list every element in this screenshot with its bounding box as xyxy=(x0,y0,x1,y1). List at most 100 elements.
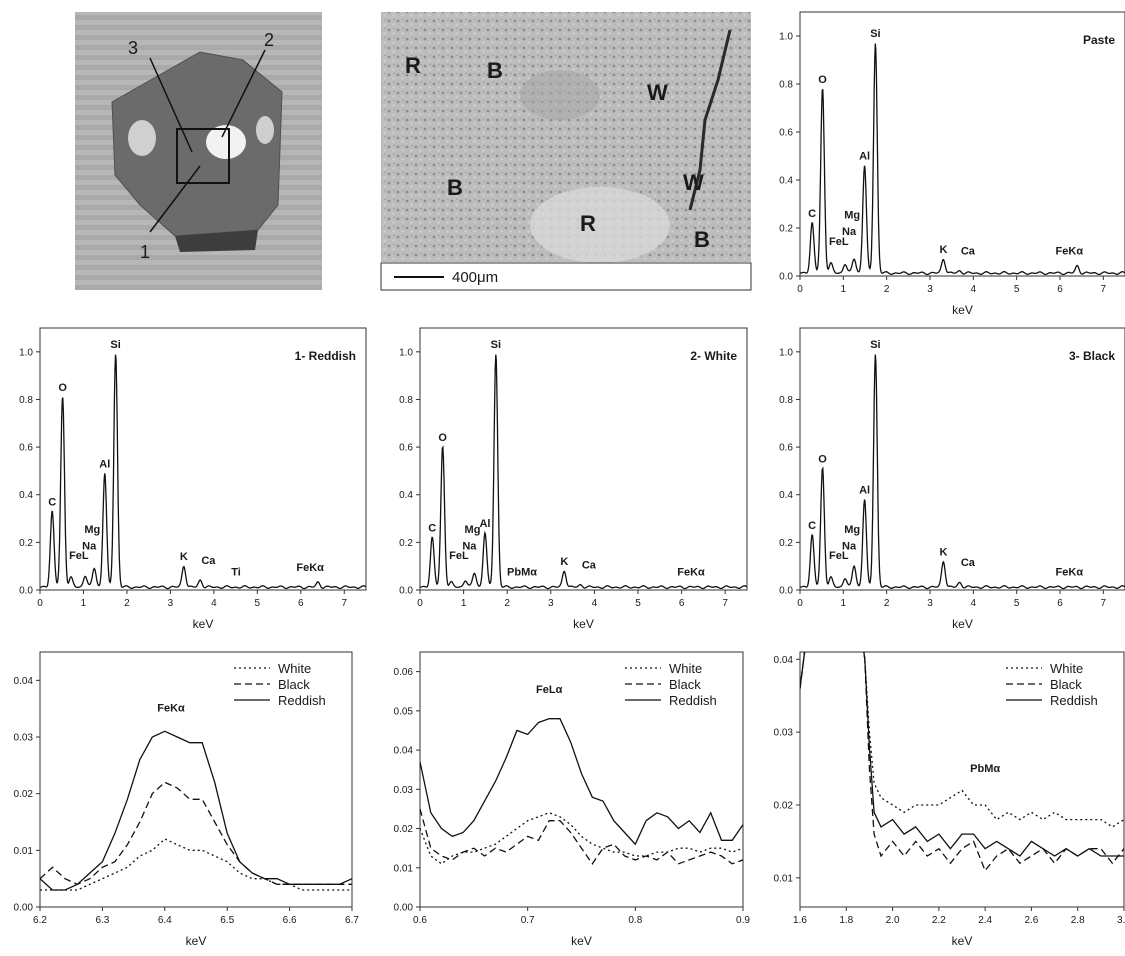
pointer-line-2 xyxy=(221,49,266,138)
peak-annotation: FeKα xyxy=(157,703,185,715)
peak-label: PbMα xyxy=(507,567,537,579)
y-tick-label: 0.4 xyxy=(779,176,793,187)
x-tick-label: 2.6 xyxy=(1024,915,1038,926)
peak-label: Al xyxy=(99,458,110,470)
peak-label: Ca xyxy=(961,245,976,257)
y-tick-label: 0.00 xyxy=(14,903,34,914)
reddish-region xyxy=(530,187,670,263)
y-tick-label: 0.02 xyxy=(14,789,34,800)
y-tick-label: 0.05 xyxy=(394,706,414,717)
crack xyxy=(688,29,732,211)
x-tick-label: 2.0 xyxy=(886,915,900,926)
series-line-white xyxy=(40,838,352,891)
series-line-black xyxy=(420,808,743,865)
scale-bar-label: 400μm xyxy=(452,269,498,286)
x-tick-label: 0.8 xyxy=(628,915,642,926)
x-tick-label: 4 xyxy=(971,598,977,609)
x-tick-label: 5 xyxy=(635,598,641,609)
y-tick-label: 1.0 xyxy=(779,32,793,43)
point-label: 2 xyxy=(264,30,274,50)
x-tick-label: 1.6 xyxy=(793,915,807,926)
peak-label: Na xyxy=(462,541,477,553)
peak-annotation: PbMα xyxy=(970,763,1000,775)
peak-label: Na xyxy=(82,541,97,553)
legend-label: White xyxy=(669,661,702,676)
peak-label: Al xyxy=(859,151,870,163)
x-tick-label: 0.6 xyxy=(413,915,427,926)
y-tick-label: 0.8 xyxy=(779,395,793,406)
y-tick-label: 0.2 xyxy=(19,538,33,549)
spectrum-line xyxy=(800,354,1125,590)
x-tick-label: 0 xyxy=(797,598,803,609)
peak-label: FeKα xyxy=(296,562,324,574)
y-tick-label: 0.06 xyxy=(394,667,414,678)
series-line-white xyxy=(420,812,743,865)
peak-label: O xyxy=(818,74,827,86)
x-tick-label: 6.2 xyxy=(33,915,47,926)
region-label: B xyxy=(447,175,463,200)
peak-annotation: FeLα xyxy=(536,684,563,696)
series-line-reddish xyxy=(800,652,1124,857)
x-tick-label: 1.8 xyxy=(839,915,853,926)
white-inclusion xyxy=(206,125,246,159)
x-tick-label: 6 xyxy=(679,598,685,609)
chart-fek-alpha-zoom: 6.2 6.3 6.4 6.5 6.6 6.7 0.00 0.01 0.02 0.03 0.04 ke… xyxy=(14,651,359,948)
x-tick-label: 0 xyxy=(797,284,803,295)
x-tick-label: 2.2 xyxy=(932,915,946,926)
x-tick-label: 2 xyxy=(124,598,130,609)
peak-label: C xyxy=(48,496,56,508)
x-tick-label: 3 xyxy=(548,598,554,609)
sample-edge xyxy=(175,230,258,252)
plot-frame xyxy=(419,327,748,591)
x-tick-label: 4 xyxy=(592,598,598,609)
y-tick-label: 0.4 xyxy=(779,490,793,501)
y-tick-label: 0.02 xyxy=(394,824,414,835)
x-tick-label: 3 xyxy=(927,284,933,295)
y-tick-label: 0.03 xyxy=(394,785,414,796)
chart-fel-alpha-zoom: 0.6 0.7 0.8 0.9 0.00 0.01 0.02 0.03 0.04 0.05 0.06… xyxy=(394,651,750,948)
y-tick-label: 0.2 xyxy=(779,224,793,235)
x-tick-label: 6 xyxy=(1057,598,1063,609)
y-tick-label: 0.2 xyxy=(779,538,793,549)
x-axis-label: keV xyxy=(193,617,214,631)
peak-label: Mg xyxy=(465,524,481,536)
x-tick-label: 1 xyxy=(841,598,847,609)
sample-fragment xyxy=(111,51,283,237)
peak-label: FeL xyxy=(69,550,89,562)
region-label: B xyxy=(487,58,503,83)
pointer-line-1 xyxy=(149,165,201,233)
x-axis-label: keV xyxy=(573,617,594,631)
spectrum-line xyxy=(800,43,1125,276)
analysis-box xyxy=(176,128,230,184)
x-tick-label: 6 xyxy=(298,598,304,609)
x-tick-label: 2 xyxy=(504,598,510,609)
y-tick-label: 0.02 xyxy=(774,801,794,812)
y-tick-label: 0.8 xyxy=(399,395,413,406)
x-tick-label: 6.7 xyxy=(345,915,359,926)
x-tick-label: 4 xyxy=(211,598,217,609)
y-tick-label: 0.0 xyxy=(779,586,793,597)
peak-label: Al xyxy=(479,518,490,530)
plot-frame xyxy=(799,327,1125,591)
legend-label: Reddish xyxy=(669,693,717,708)
peak-label: C xyxy=(428,523,436,535)
peak-label: C xyxy=(808,520,816,532)
peak-label: Si xyxy=(491,339,501,351)
x-tick-label: 3 xyxy=(927,598,933,609)
peak-label: Si xyxy=(110,339,120,351)
peak-label: FeL xyxy=(449,550,469,562)
y-tick-label: 0.6 xyxy=(779,128,793,139)
y-tick-label: 0.6 xyxy=(399,443,413,454)
y-tick-label: 1.0 xyxy=(399,347,413,358)
x-tick-label: 2.8 xyxy=(1071,915,1085,926)
region-label: B xyxy=(694,227,710,252)
x-axis-label: keV xyxy=(952,934,973,948)
y-tick-label: 0.0 xyxy=(19,586,33,597)
x-axis-label: keV xyxy=(952,617,973,631)
x-tick-label: 7 xyxy=(1101,598,1107,609)
peak-label: Al xyxy=(859,484,870,496)
